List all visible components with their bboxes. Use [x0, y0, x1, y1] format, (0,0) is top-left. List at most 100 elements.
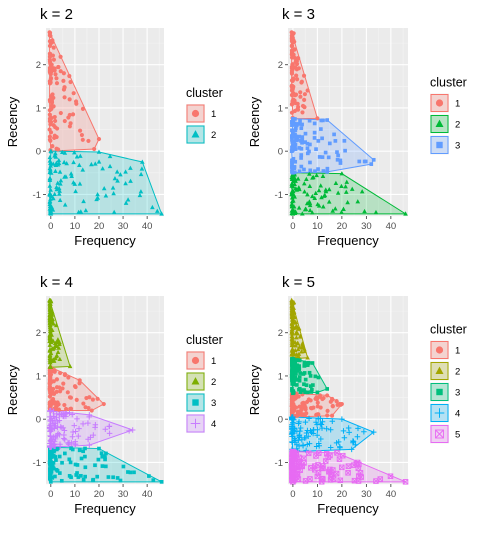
x-axis-label: Frequency: [317, 501, 379, 516]
legend-item-2: 2: [430, 114, 460, 134]
legend-item-1: 1: [186, 351, 216, 370]
legend-title: cluster: [430, 323, 467, 337]
y-tick-label: 1: [36, 103, 41, 114]
y-tick-label: 1: [278, 371, 283, 382]
x-tick-label: 40: [142, 489, 153, 500]
legend-label: 3: [211, 398, 216, 409]
cluster-points-2: [289, 170, 408, 216]
chart-panel-4: 0 10 20 30 40 -1 0 1 2 k = 5 Frequency Recency clust…: [247, 274, 467, 516]
x-tick-label: 0: [48, 221, 53, 232]
x-tick-label: 30: [361, 489, 372, 500]
legend-label: 1: [455, 346, 460, 357]
y-tick-label: 2: [36, 60, 41, 71]
cluster-points-4: [46, 407, 136, 451]
x-tick-label: 10: [312, 489, 323, 500]
legend-label: 5: [455, 430, 460, 441]
legend-label: 2: [455, 367, 460, 378]
legend-label: 1: [455, 99, 460, 110]
x-tick-label: 20: [94, 221, 105, 232]
y-tick-label: 1: [36, 371, 41, 382]
cluster-points-5: [288, 448, 409, 485]
legend-item-2: 2: [430, 361, 460, 381]
y-axis-label: Recency: [5, 96, 20, 147]
chart-panel-1: 0 10 20 30 40 -1 0 1 2 k = 2 Frequency Recency clust…: [5, 6, 223, 248]
legend-label: 1: [211, 356, 216, 367]
x-tick-label: 30: [118, 489, 129, 500]
chart-panel-3: 0 10 20 30 40 -1 0 1 2 k = 4 Frequency Recency clust…: [5, 274, 223, 516]
y-tick-label: 0: [36, 415, 41, 426]
legend-item-4: 4: [186, 414, 216, 433]
legend-label: 3: [455, 388, 460, 399]
legend-item-4: 4: [430, 403, 460, 423]
x-axis-label: Frequency: [317, 233, 379, 248]
chart-title: k = 3: [282, 6, 315, 23]
x-tick-label: 0: [290, 221, 295, 232]
legend-item-3: 3: [430, 135, 460, 155]
cluster-points-1: [47, 30, 102, 154]
legend-label: 2: [211, 130, 216, 141]
legend: cluster 1 2 3 4 5: [430, 323, 467, 444]
x-tick-label: 40: [142, 221, 153, 232]
cluster-points-2: [47, 297, 73, 370]
cluster-points-3: [289, 356, 330, 396]
y-tick-label: 2: [278, 60, 283, 71]
legend-title: cluster: [186, 333, 223, 347]
cluster-points-1: [289, 30, 320, 121]
chart-title: k = 5: [282, 274, 315, 291]
cluster-hull-3: [291, 118, 375, 174]
x-axis-label: Frequency: [74, 233, 136, 248]
cluster-points-1: [289, 391, 344, 420]
y-axis-label: Recency: [247, 364, 262, 415]
y-tick-label: 0: [36, 147, 41, 158]
x-tick-label: 30: [361, 221, 372, 232]
legend-label: 3: [455, 141, 460, 152]
chart-title: k = 4: [40, 274, 73, 291]
x-tick-label: 10: [70, 489, 81, 500]
legend: cluster 1 2: [186, 86, 223, 144]
cluster-points-3: [47, 445, 164, 484]
y-tick-label: 1: [278, 103, 283, 114]
y-tick-label: 2: [36, 328, 41, 339]
y-tick-label: 0: [278, 147, 283, 158]
legend-item-2: 2: [186, 125, 216, 144]
cluster-points-4: [288, 414, 377, 455]
cluster-points-2: [289, 297, 310, 361]
x-tick-label: 10: [70, 221, 81, 232]
x-tick-label: 20: [337, 489, 348, 500]
legend-label: 4: [211, 419, 216, 430]
legend-item-1: 1: [186, 104, 216, 123]
chart-panel-2: 0 10 20 30 40 -1 0 1 2 k = 3 Frequency Recency clust…: [247, 6, 467, 248]
x-tick-label: 10: [312, 221, 323, 232]
cluster-points-2: [47, 148, 164, 216]
legend-title: cluster: [186, 86, 223, 100]
legend-item-5: 5: [430, 424, 460, 444]
x-axis-label: Frequency: [74, 501, 136, 516]
y-tick-label: -1: [33, 190, 41, 201]
x-tick-label: 20: [337, 221, 348, 232]
legend-item-1: 1: [430, 340, 460, 360]
y-tick-label: 2: [278, 328, 283, 339]
legend-label: 4: [455, 409, 460, 420]
y-axis-label: Recency: [5, 364, 20, 415]
legend-label: 2: [211, 377, 216, 388]
y-tick-label: -1: [275, 190, 283, 201]
legend-item-1: 1: [430, 93, 460, 113]
y-tick-label: 0: [278, 415, 283, 426]
x-tick-label: 40: [386, 489, 397, 500]
legend-title: cluster: [430, 76, 467, 90]
legend-label: 2: [455, 120, 460, 131]
cluster-points-3: [289, 116, 376, 175]
legend: cluster 1 2 3: [430, 76, 467, 155]
x-tick-label: 30: [118, 221, 129, 232]
legend-item-3: 3: [186, 393, 216, 412]
y-axis-label: Recency: [247, 96, 262, 147]
x-tick-label: 0: [48, 489, 53, 500]
legend: cluster 1 2 3 4: [186, 333, 223, 433]
chart-title: k = 2: [40, 6, 73, 23]
x-tick-label: 0: [290, 489, 295, 500]
legend-label: 1: [211, 109, 216, 120]
y-tick-label: -1: [33, 458, 41, 469]
x-tick-label: 40: [386, 221, 397, 232]
legend-item-3: 3: [430, 382, 460, 402]
